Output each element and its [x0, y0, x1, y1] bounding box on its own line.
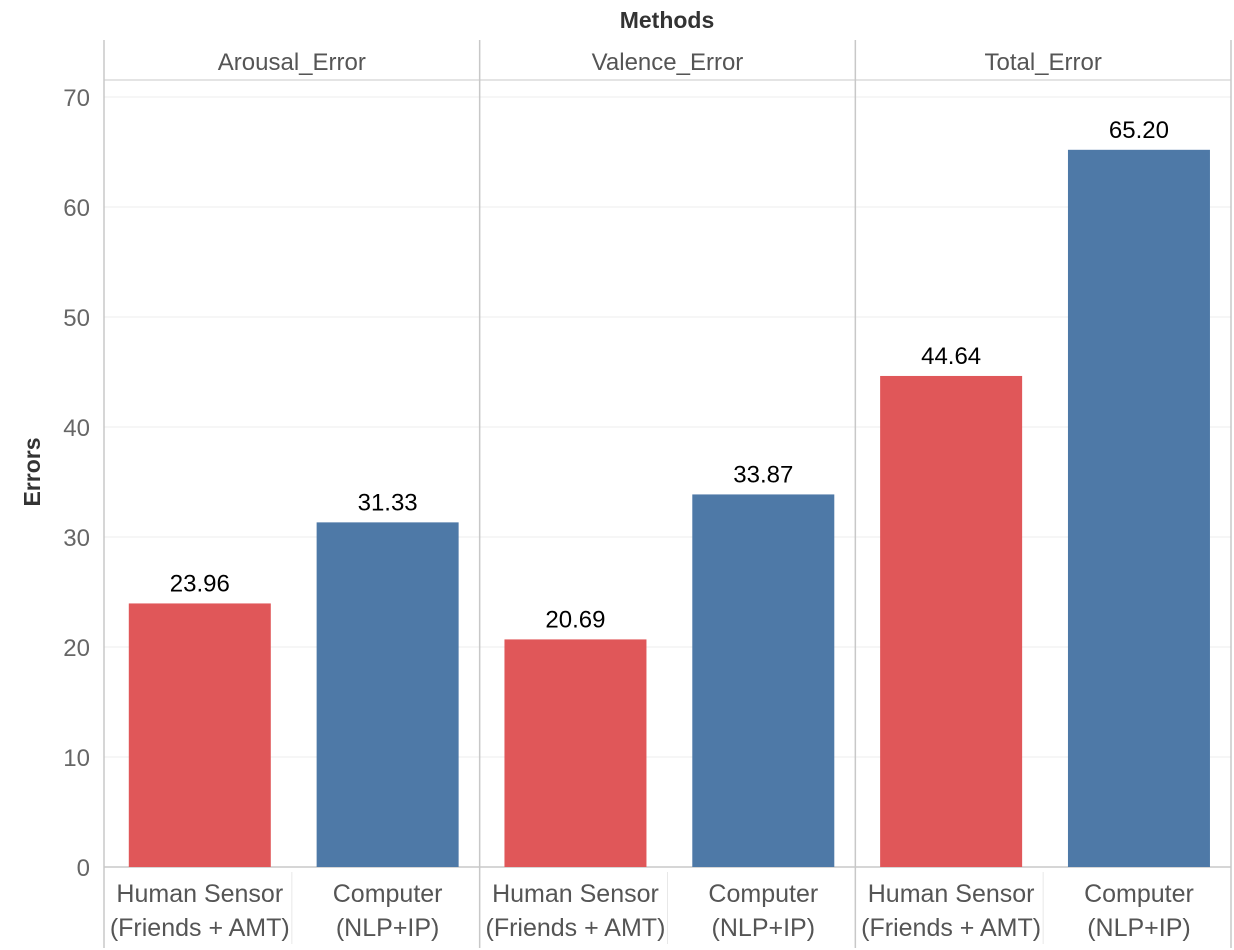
data-label: 20.69 [545, 606, 605, 633]
data-label: 23.96 [170, 570, 230, 597]
data-label: 31.33 [358, 489, 418, 516]
y-axis-ticks: 0 10 20 30 40 50 60 70 [63, 85, 90, 882]
y-tick-label: 30 [63, 525, 90, 552]
y-tick-label: 50 [63, 305, 90, 332]
bar [128, 603, 271, 867]
category-label: Human Sensor [492, 880, 659, 908]
facet-dividers [103, 40, 1232, 948]
bar [316, 522, 459, 867]
y-tick-label: 70 [63, 85, 90, 112]
data-label: 44.64 [921, 343, 981, 370]
data-label: 65.20 [1109, 117, 1169, 144]
bar [692, 494, 835, 867]
category-label: (Friends + AMT) [486, 914, 666, 942]
chart-title: Methods [620, 7, 715, 33]
category-label: Computer [333, 880, 443, 908]
y-tick-label: 20 [63, 635, 90, 662]
category-label: (Friends + AMT) [861, 914, 1041, 942]
category-label: (Friends + AMT) [110, 914, 290, 942]
gridlines [104, 96, 1231, 758]
category-label: Computer [708, 880, 818, 908]
bar [504, 639, 647, 867]
facet-headers: Arousal_Error Valence_Error Total_Error [218, 49, 1102, 76]
category-label: Human Sensor [116, 880, 283, 908]
facet-header: Total_Error [984, 49, 1101, 76]
y-tick-label: 40 [63, 415, 90, 442]
category-label: (NLP+IP) [712, 914, 816, 942]
data-labels: 23.96 31.33 20.69 33.87 44.64 65.20 [170, 117, 1169, 634]
bar [880, 375, 1023, 867]
category-labels: Human Sensor (Friends + AMT) Computer (NLP+… [110, 880, 1194, 942]
y-tick-label: 0 [77, 855, 90, 882]
category-label: Computer [1084, 880, 1194, 908]
y-tick-label: 60 [63, 195, 90, 222]
category-label: Human Sensor [868, 880, 1035, 908]
y-tick-label: 10 [63, 745, 90, 772]
y-axis-title: Errors [19, 437, 45, 506]
category-label: (NLP+IP) [336, 914, 440, 942]
facet-header: Valence_Error [592, 49, 744, 76]
facet-header: Arousal_Error [218, 49, 366, 76]
bar [1067, 149, 1210, 868]
data-label: 33.87 [733, 461, 793, 488]
bars [128, 149, 1210, 868]
category-label: (NLP+IP) [1087, 914, 1191, 942]
